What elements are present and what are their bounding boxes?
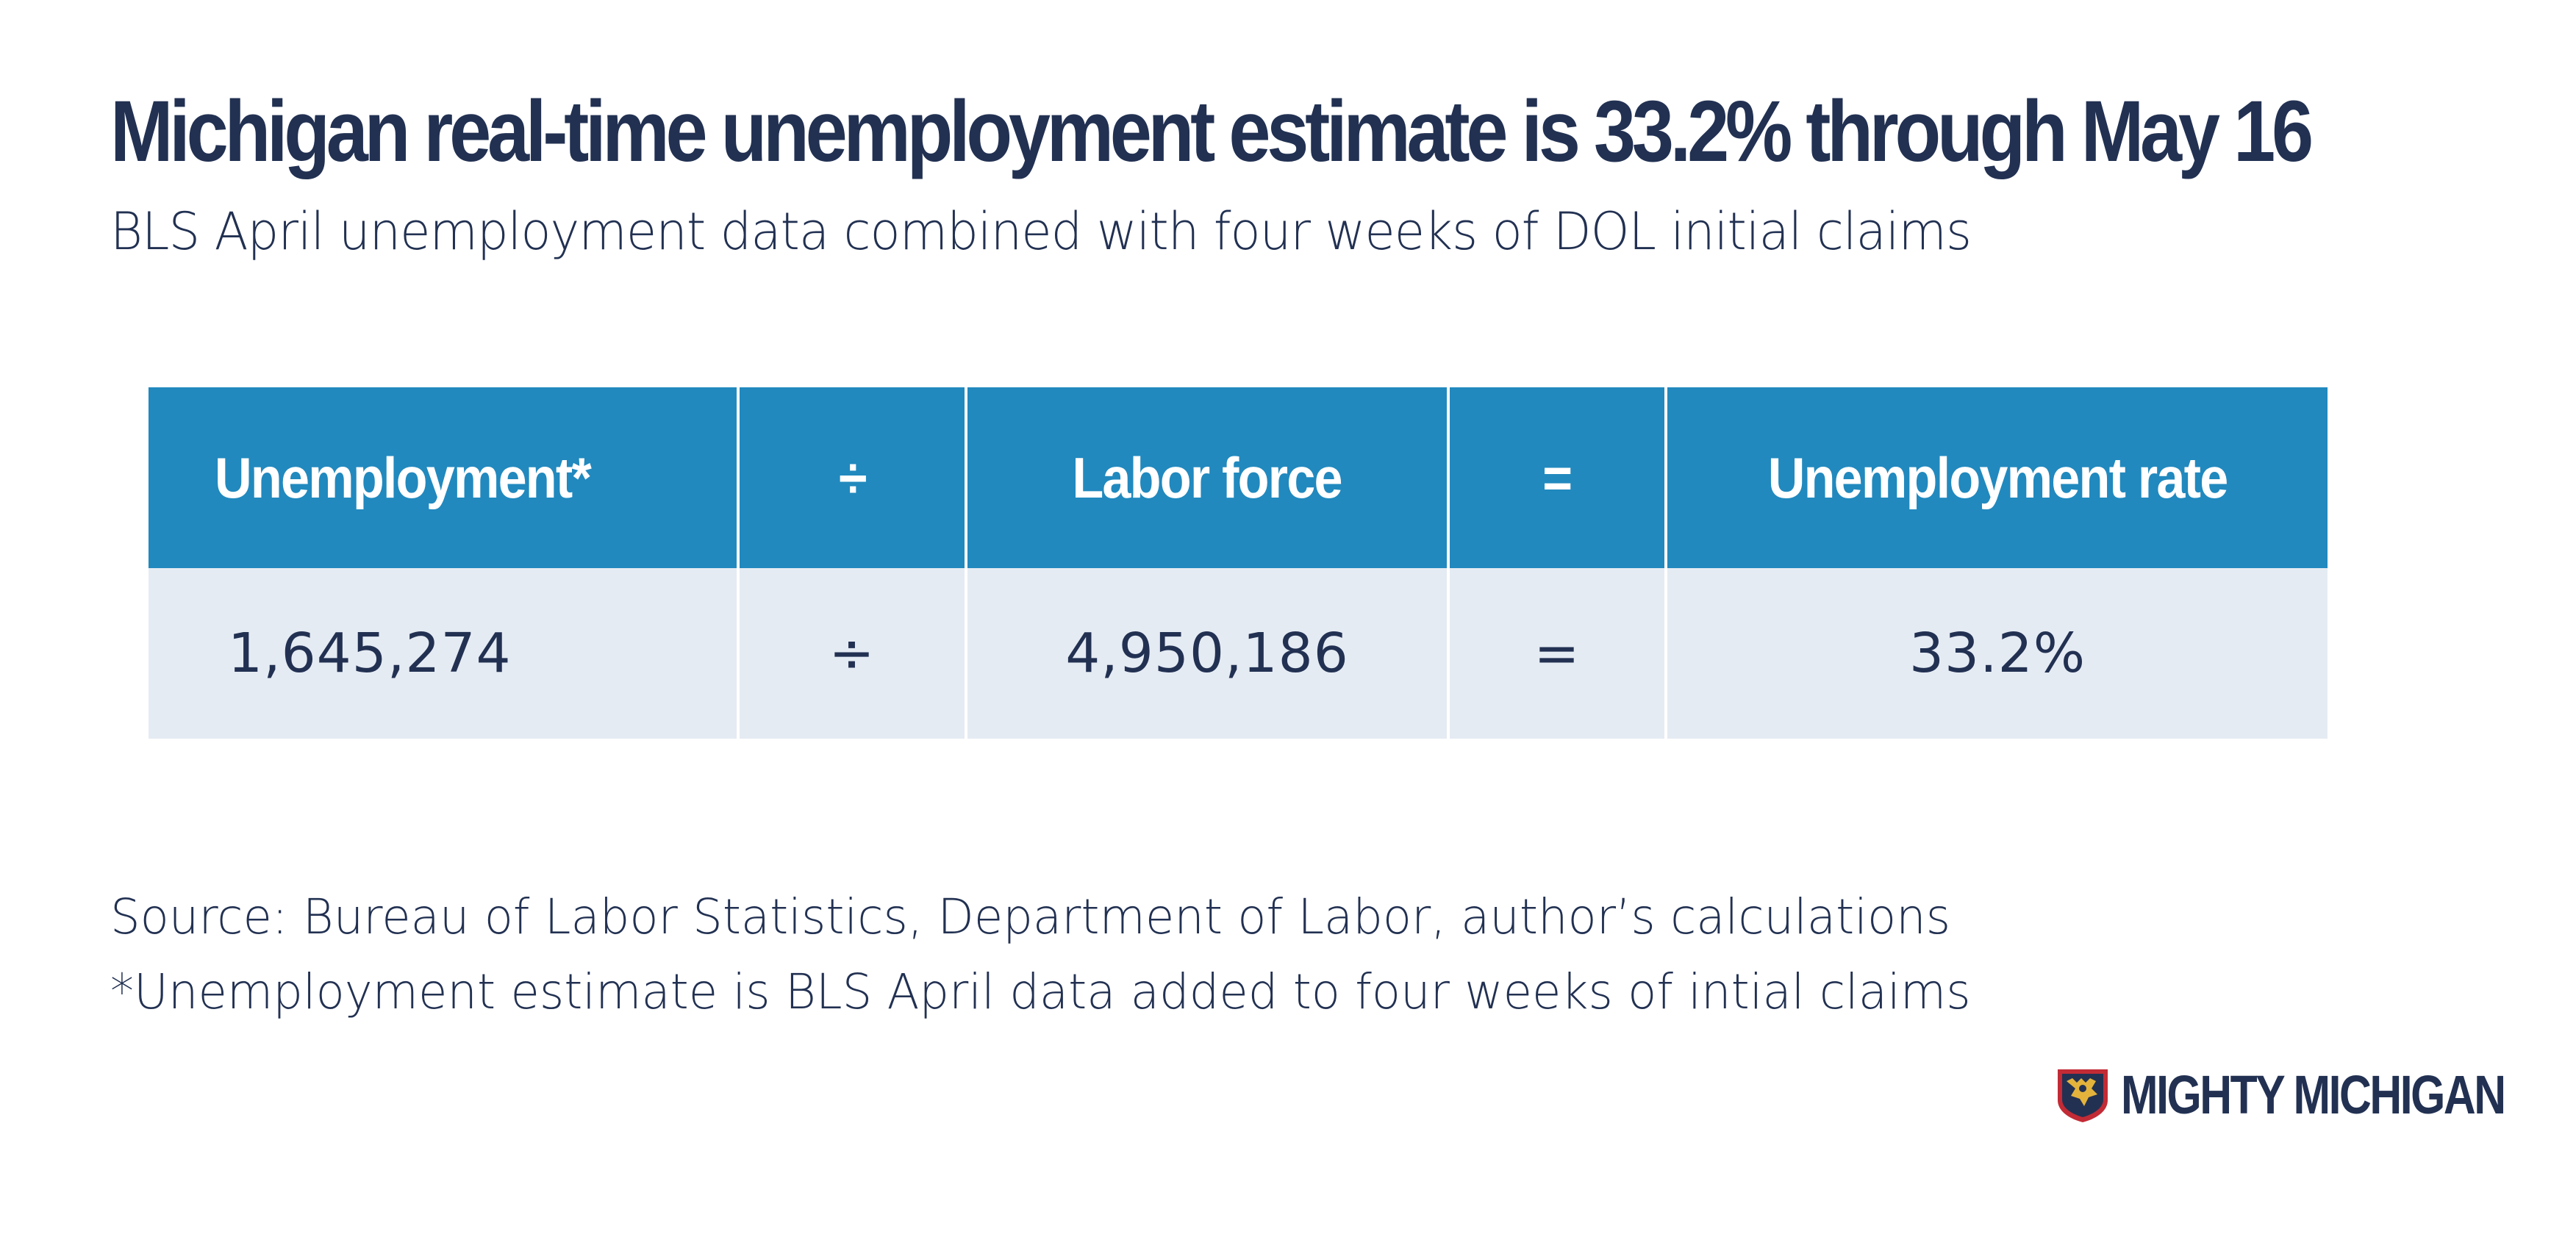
header-divide-operator: ÷	[737, 387, 966, 568]
michigan-shield-icon	[2058, 1069, 2108, 1122]
header-equals-label: =	[1542, 445, 1573, 510]
chart-title: Michigan real-time unemployment estimate…	[110, 83, 2314, 180]
cell-divide-operator: ÷	[737, 568, 966, 739]
brand-logo: MIGHTY MICHIGAN	[2055, 1066, 2576, 1124]
source-note: Source: Bureau of Labor Statistics, Depa…	[110, 889, 1951, 945]
unemployment-calculation-table: Unemployment* ÷ Labor force = Unemployme…	[149, 387, 2328, 739]
chart-subtitle: BLS April unemployment data combined wit…	[110, 201, 1972, 262]
cell-unemployment-value: 1,645,274	[149, 568, 738, 739]
header-unemployment-label: Unemployment*	[215, 445, 592, 510]
header-unemployment-rate-label: Unemployment rate	[1767, 445, 2229, 510]
cell-labor-force-value: 4,950,186	[965, 568, 1448, 739]
footnote: *Unemployment estimate is BLS April data…	[110, 964, 1971, 1020]
header-labor-force-label: Labor force	[1072, 445, 1343, 510]
brand-name: MIGHTY MICHIGAN	[2121, 1064, 2506, 1125]
header-equals-operator: =	[1447, 387, 1666, 568]
table-row: 1,645,274 ÷ 4,950,186 = 33.2%	[149, 568, 2328, 739]
header-labor-force: Labor force	[965, 387, 1448, 568]
cell-unemployment-rate-value: 33.2%	[1664, 568, 2328, 739]
header-unemployment-rate: Unemployment rate	[1664, 387, 2328, 568]
table-header-row: Unemployment* ÷ Labor force = Unemployme…	[149, 387, 2328, 568]
header-unemployment: Unemployment*	[149, 387, 738, 568]
cell-equals-operator: =	[1447, 568, 1666, 739]
header-divide-label: ÷	[838, 445, 867, 510]
